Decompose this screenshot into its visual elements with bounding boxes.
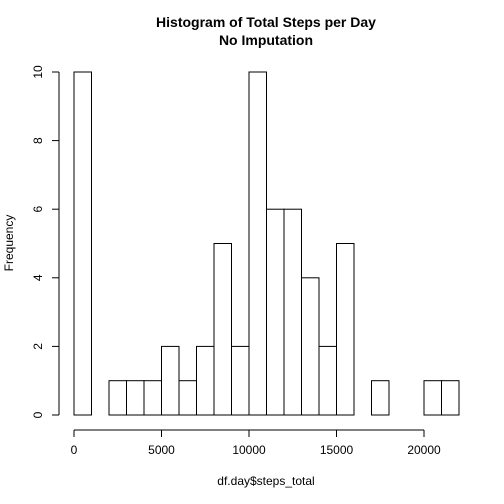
y-tick-label: 8 <box>31 137 45 144</box>
histogram-bar <box>441 380 460 416</box>
x-axis: 0 5000 10000 15000 20000 <box>71 429 441 457</box>
histogram-bar <box>178 380 197 416</box>
x-tick-label: 0 <box>71 443 78 457</box>
chart-subtitle: No Imputation <box>219 32 313 48</box>
histogram-bar <box>371 380 390 416</box>
x-tick-label: 20000 <box>407 443 441 457</box>
histogram-bar <box>143 380 162 416</box>
histogram-bar <box>301 277 320 416</box>
histogram-bar <box>423 380 442 416</box>
histogram-bar <box>231 345 250 416</box>
histogram-bar <box>161 345 180 416</box>
histogram-bar <box>336 243 355 416</box>
x-tick-label: 5000 <box>148 443 175 457</box>
y-axis-label: Frequency <box>2 215 16 272</box>
x-axis-label: df.day$steps_total <box>217 474 314 488</box>
histogram-bar <box>213 243 232 416</box>
y-tick-label: 10 <box>31 65 45 79</box>
histogram-bar <box>266 208 285 416</box>
histogram-bar <box>196 345 215 416</box>
y-tick-label: 6 <box>31 206 45 213</box>
histogram-bar <box>283 208 302 416</box>
chart-title: Histogram of Total Steps per Day <box>156 14 376 30</box>
histogram-bar <box>73 71 92 416</box>
y-tick-label: 4 <box>31 274 45 281</box>
histogram-bar <box>248 71 267 416</box>
y-tick-label: 0 <box>31 411 45 418</box>
histogram-bars <box>73 71 460 416</box>
histogram-bar <box>318 345 337 416</box>
histogram-bar <box>126 380 145 416</box>
x-tick-label: 15000 <box>320 443 354 457</box>
y-axis: 0 2 4 6 8 10 <box>31 65 60 418</box>
x-tick-label: 10000 <box>232 443 266 457</box>
y-tick-label: 2 <box>31 343 45 350</box>
histogram-bar <box>108 380 127 416</box>
